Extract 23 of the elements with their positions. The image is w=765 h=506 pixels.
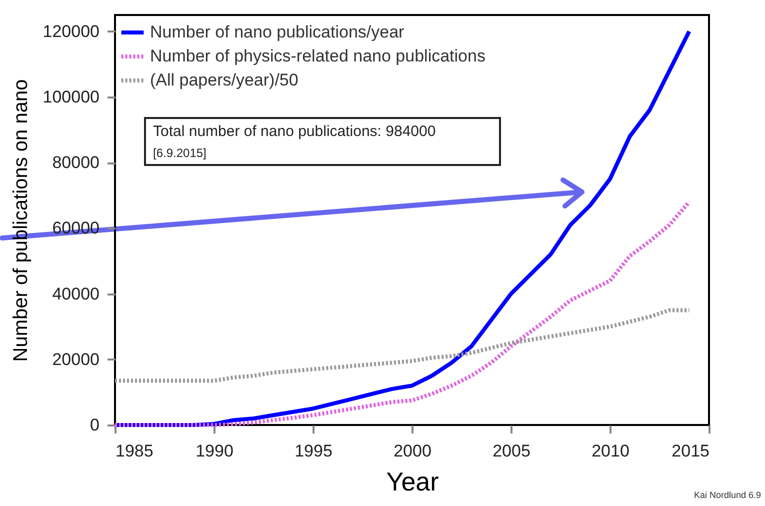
x-tick-label: 1990 (196, 442, 234, 460)
x-tick-label: 1995 (294, 442, 332, 460)
x-axis-title: Year (386, 466, 440, 496)
y-tick-label: 20000 (52, 350, 100, 369)
y-tick-label: 0 (90, 416, 100, 434)
annotation: [6.9.2015] (153, 146, 206, 160)
x-tick-label: 2015 (672, 442, 710, 460)
x-tick-label: 2010 (592, 442, 630, 460)
x-tick-label: 1985 (116, 442, 154, 460)
legend-label: Number of physics-related nano publications (150, 46, 486, 66)
x-tick-label: 2005 (492, 442, 530, 460)
annotation: Total number of nano publications: 984000 (153, 123, 436, 140)
y-tick-label: 80000 (52, 153, 100, 172)
y-tick-label: 40000 (52, 284, 100, 304)
x-tick-label: 2000 (394, 442, 432, 460)
legend-label: Number of nano publications/year (150, 22, 405, 42)
y-tick-label: 100000 (42, 88, 100, 106)
line-series (113, 308, 692, 383)
legend-label: (All papers/year)/50 (150, 70, 298, 90)
y-axis-title: Number of publications on nano (10, 79, 32, 362)
text: Kai Nordlund 6.9 (694, 490, 761, 500)
y-tick-label: 120000 (42, 22, 100, 41)
line-series (113, 200, 692, 427)
